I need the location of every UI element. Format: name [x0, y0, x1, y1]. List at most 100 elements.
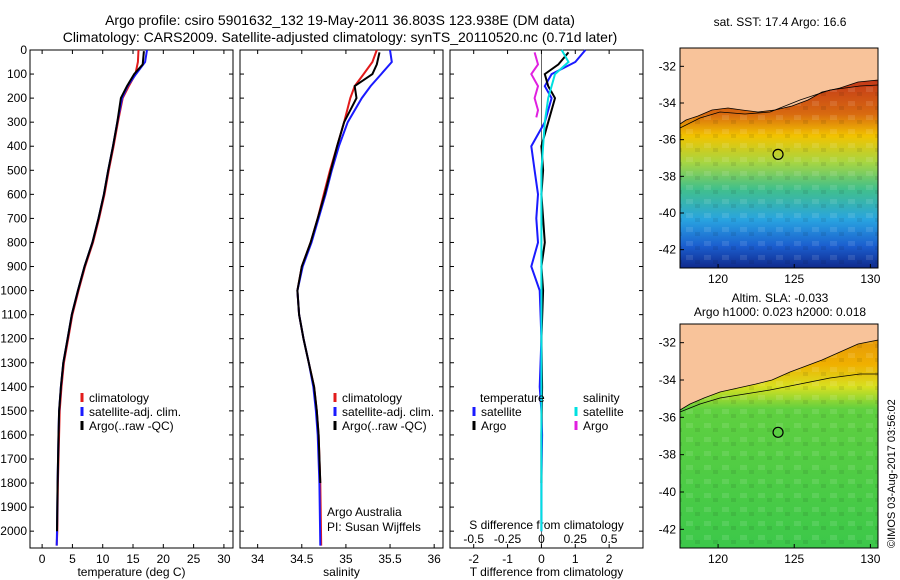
series-line-satellite-adj-clim- [55, 49, 148, 546]
annotation-text: PI: Susan Wijffels [327, 520, 421, 534]
series-line-argo [530, 52, 540, 118]
x-tick-label: 2 [606, 552, 613, 566]
map-y-tick-label: -36 [659, 133, 677, 147]
map-y-tick-label: -38 [659, 169, 677, 183]
series-line-satellite-adj-clim- [296, 49, 393, 546]
x-tick-label: 34.5 [290, 552, 314, 566]
depth-tick-label: 700 [7, 211, 27, 225]
map-x-tick-label: 125 [784, 552, 804, 566]
map-x-tick-label: 130 [860, 552, 880, 566]
figure-title-line-1: Argo profile: csiro 5901632_132 19-May-2… [105, 12, 575, 28]
depth-tick-label: 300 [7, 115, 27, 129]
x-tick-label: 10 [96, 552, 110, 566]
x-tick-label: 5 [69, 552, 76, 566]
sla-map-title-line-2: Argo h1000: 0.023 h2000: 0.018 [693, 305, 867, 319]
x-tick-label: 35.5 [378, 552, 402, 566]
series-line-climatology [55, 49, 140, 546]
legend-label: Argo [481, 419, 507, 433]
depth-tick-label: 1800 [0, 476, 27, 490]
depth-tick-label: 2000 [0, 524, 27, 538]
x-axis-label: salinity [323, 565, 360, 579]
depth-tick-label: 0 [20, 43, 27, 57]
x-tick-label: 1 [572, 552, 579, 566]
series-line-satellite [530, 49, 587, 532]
map-y-tick-label: -36 [659, 410, 677, 424]
sla-map-frame [679, 323, 879, 549]
map-y-tick-label: -32 [659, 59, 677, 73]
legend-label: satellite [481, 405, 522, 419]
series-line-climatology [296, 49, 378, 546]
map-y-tick-label: -42 [659, 243, 677, 257]
x-tick-label: 36 [427, 552, 441, 566]
legend-label: climatology [89, 391, 149, 405]
depth-tick-label: 1900 [0, 500, 27, 514]
sst-map-title: sat. SST: 17.4 Argo: 16.6 [713, 15, 847, 29]
plot-frame [449, 49, 644, 549]
plot-frame [239, 49, 444, 549]
s-tick-label: -0.5 [463, 532, 484, 546]
depth-tick-label: 400 [7, 139, 27, 153]
x-tick-label: 0 [538, 552, 545, 566]
annotation-text: Argo Australia [327, 505, 402, 519]
x-tick-label: 35 [339, 552, 353, 566]
depth-tick-label: 1500 [0, 404, 27, 418]
legend-label: Argo [583, 419, 609, 433]
series-line-satellite [540, 49, 570, 532]
depth-tick-label: 500 [7, 163, 27, 177]
depth-tick-label: 1300 [0, 356, 27, 370]
depth-tick-label: 100 [7, 67, 27, 81]
x-tick-label: 15 [126, 552, 140, 566]
legend-label: satellite [583, 405, 624, 419]
s-tick-label: 0.5 [601, 532, 618, 546]
sst-map-frame [679, 47, 879, 269]
legend-label: climatology [342, 391, 402, 405]
depth-tick-label: 1100 [1, 308, 27, 322]
legend-label: satellite-adj. clim. [342, 405, 434, 419]
figure-title-line-2: Climatology: CARS2009. Satellite-adjuste… [62, 29, 618, 45]
sla-map-title-line-1: Altim. SLA: -0.033 [731, 291, 829, 305]
salinity-panel: 34 34.5 35 35.5 36 salinity climatologysatelli… [239, 49, 444, 579]
x-tick-label: 30 [217, 552, 231, 566]
s-axis-label: S difference from climatology [469, 518, 624, 532]
difference-panel: -2 -1 0 1 2T difference from climatology -0.5… [449, 49, 644, 579]
legend-label: Argo(..raw -QC) [89, 419, 174, 433]
depth-tick-label: 1000 [0, 284, 27, 298]
map-x-tick-label: 120 [708, 272, 728, 286]
depth-tick-label: 1400 [0, 380, 27, 394]
s-tick-label: -0.25 [494, 532, 522, 546]
x-tick-label: 20 [157, 552, 171, 566]
map-y-tick-label: -40 [659, 206, 677, 220]
series-line-argo-raw-qc- [56, 51, 145, 532]
argo-float-marker [772, 148, 784, 160]
temperature-panel: 0100200300400500600700800900100011001200… [0, 43, 234, 579]
depth-tick-label: 200 [7, 91, 27, 105]
x-tick-label: -2 [468, 552, 479, 566]
x-tick-label: 0 [39, 552, 46, 566]
map-x-tick-label: 130 [860, 272, 880, 286]
x-tick-label: 25 [187, 552, 201, 566]
plot-frame [29, 49, 234, 549]
x-axis-label: T difference from climatology [470, 565, 624, 579]
map-y-tick-label: -40 [659, 485, 677, 499]
depth-tick-label: 1200 [0, 332, 27, 346]
map-y-tick-label: -42 [659, 522, 677, 536]
depth-tick-label: 900 [7, 260, 27, 274]
depth-tick-label: 1600 [0, 428, 27, 442]
argo-float-marker [772, 426, 784, 438]
x-axis-label: temperature (deg C) [77, 565, 185, 579]
map-x-tick-label: 125 [784, 272, 804, 286]
legend-label: satellite-adj. clim. [89, 405, 181, 419]
x-tick-label: 34 [251, 552, 265, 566]
series-line-argo-raw-qc- [296, 52, 381, 484]
map-y-tick-label: -34 [659, 373, 677, 387]
map-y-tick-label: -32 [659, 336, 677, 350]
sla-map-land [679, 323, 879, 411]
depth-tick-label: 800 [7, 235, 27, 249]
legend-header-temperature: temperature [480, 391, 545, 405]
s-tick-label: 0.25 [564, 532, 588, 546]
sst-map: 120 125 130 -32 -34 -36 -38 -40 -42 [659, 47, 881, 286]
sst-map-contour [679, 84, 879, 129]
depth-tick-label: 1700 [0, 452, 27, 466]
legend-label: Argo(..raw -QC) [342, 419, 427, 433]
